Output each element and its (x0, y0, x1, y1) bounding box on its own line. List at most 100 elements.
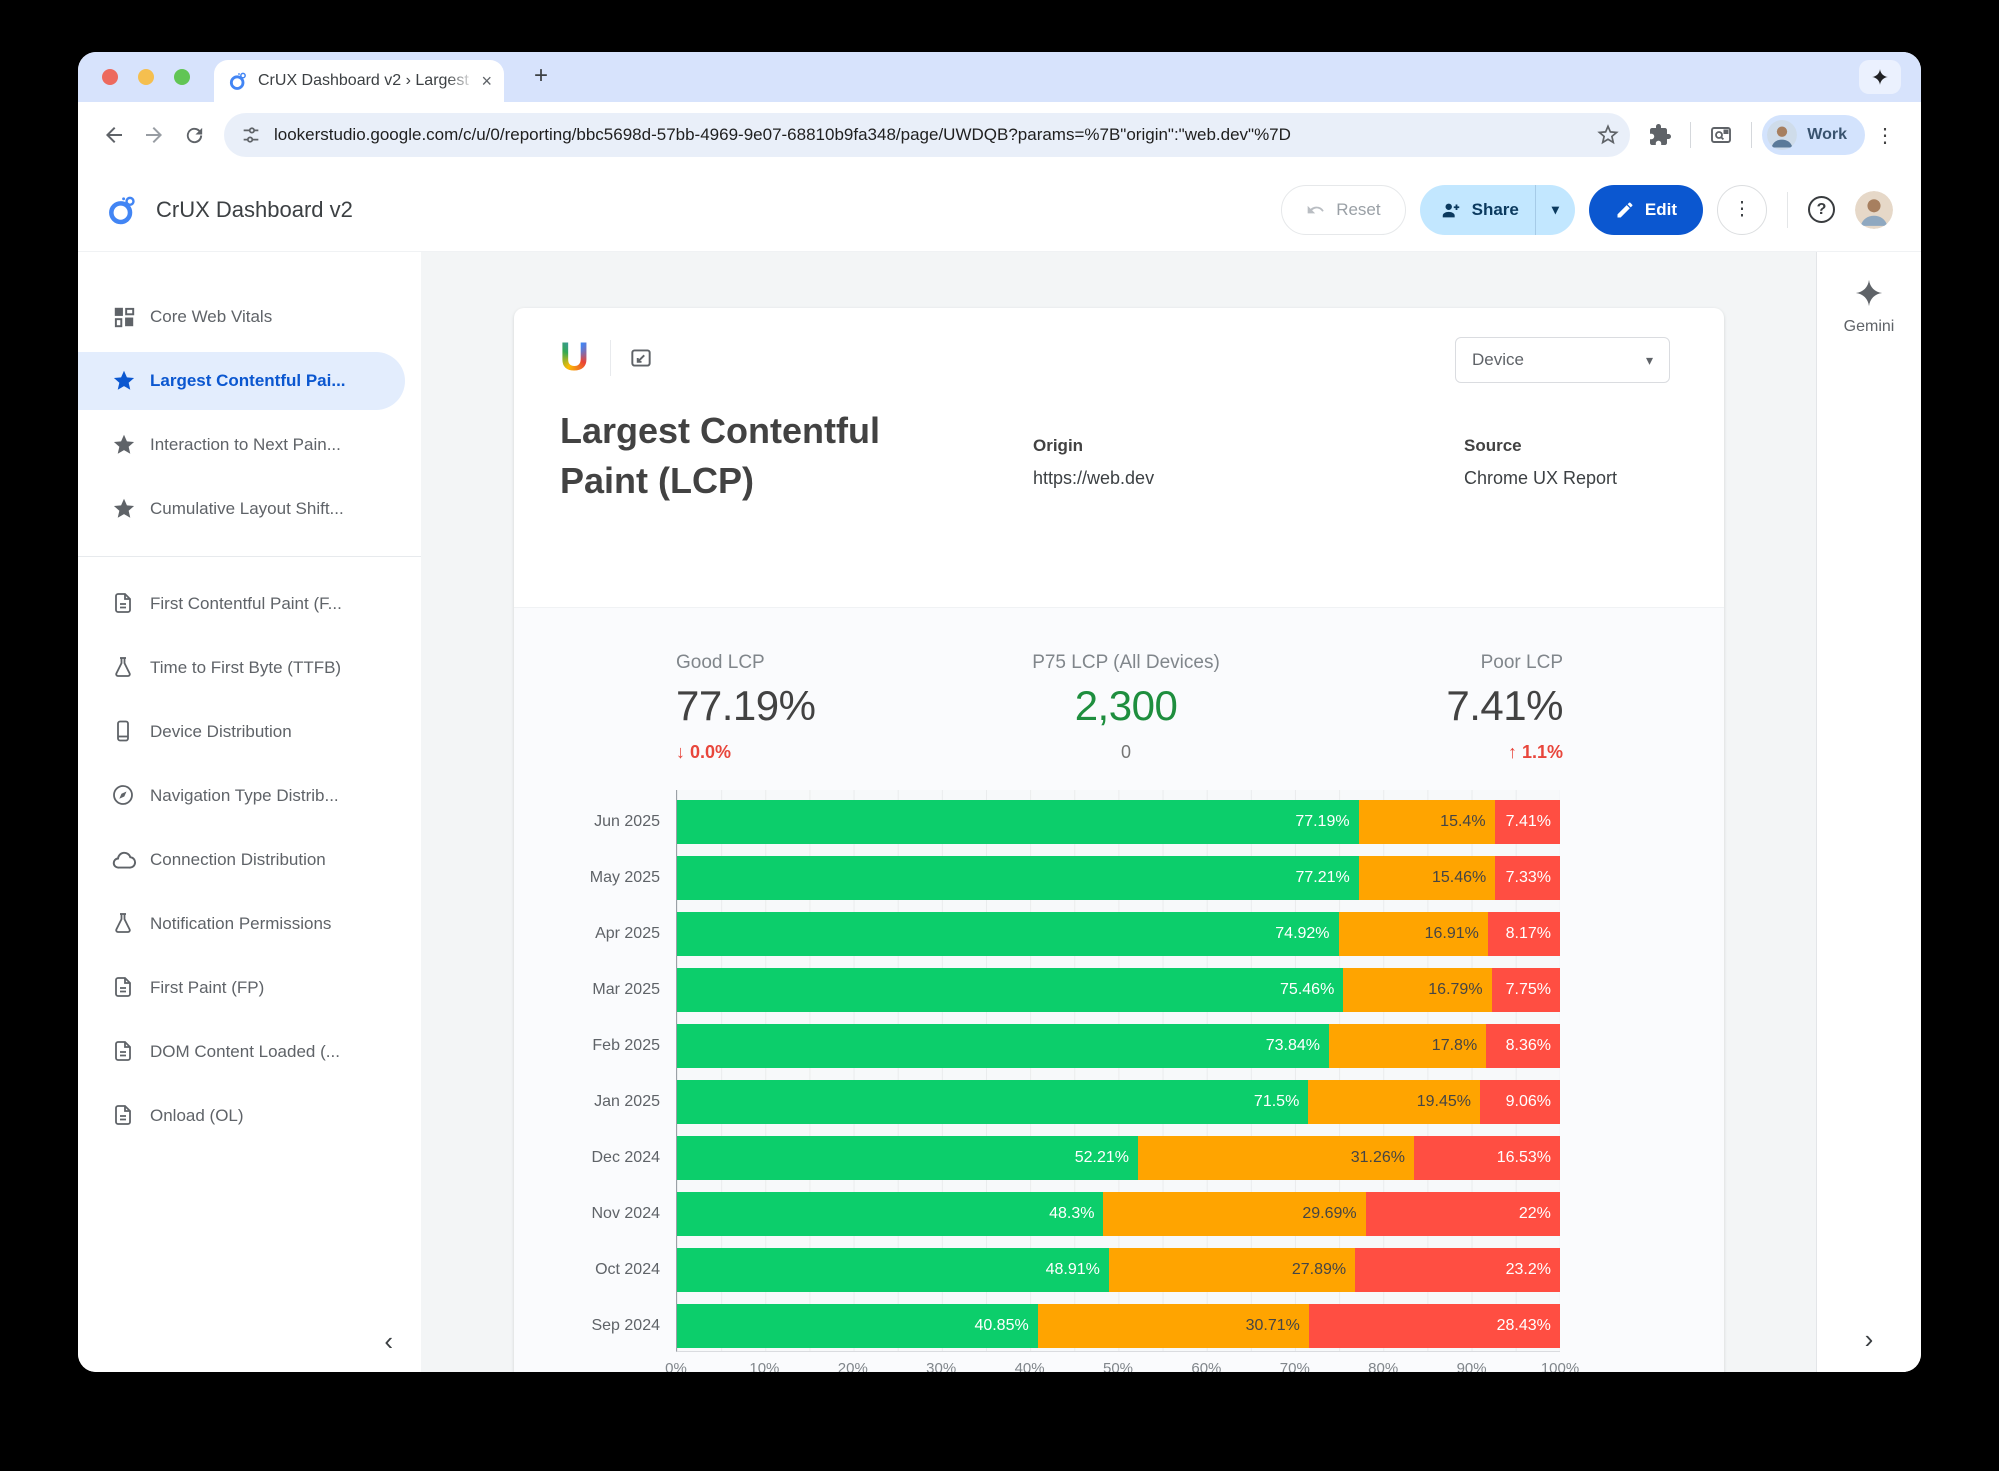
bar-segment-poor[interactable]: 7.33% (1495, 856, 1560, 900)
star-icon (111, 432, 137, 458)
header-separator (1787, 191, 1788, 228)
bar-value-label: 17.8% (1431, 1037, 1478, 1054)
sidebar-item-interaction-to-next-pain[interactable]: Interaction to Next Pain... (78, 413, 421, 477)
sidebar-collapse-button[interactable]: ‹ (384, 1326, 393, 1356)
forward-button[interactable] (134, 115, 174, 155)
url-text[interactable]: lookerstudio.google.com/c/u/0/reporting/… (274, 125, 1291, 144)
chart-category-label: Mar 2025 (592, 981, 660, 998)
bar-segment-poor[interactable]: 22% (1365, 1192, 1560, 1236)
sidebar-item-navigation-type-distrib[interactable]: Navigation Type Distrib... (78, 764, 421, 828)
sidebar-item-time-to-first-byte-ttfb[interactable]: Time to First Byte (TTFB) (78, 636, 421, 700)
url-bar[interactable]: lookerstudio.google.com/c/u/0/reporting/… (224, 113, 1631, 157)
bar-segment-needs-improvement[interactable]: 30.71% (1037, 1304, 1309, 1348)
bar-segment-good[interactable]: 48.3% (677, 1192, 1104, 1236)
bar-segment-needs-improvement[interactable]: 19.45% (1308, 1080, 1481, 1124)
bar-segment-poor[interactable]: 23.2% (1355, 1248, 1560, 1292)
traffic-light-minimize[interactable] (138, 69, 154, 85)
bar-segment-poor[interactable]: 28.43% (1308, 1304, 1560, 1348)
back-button[interactable] (94, 115, 134, 155)
new-tab-button[interactable]: + (533, 62, 548, 89)
flask-icon (111, 655, 137, 681)
bar-segment-poor[interactable]: 7.75% (1491, 968, 1560, 1012)
bar-segment-good[interactable]: 48.91% (677, 1248, 1109, 1292)
bar-segment-needs-improvement[interactable]: 29.69% (1103, 1192, 1366, 1236)
bar-segment-needs-improvement[interactable]: 15.46% (1358, 856, 1496, 900)
browser-menu-button[interactable]: ⋮ (1875, 124, 1895, 147)
pencil-icon (1617, 201, 1633, 217)
edit-label: Edit (1644, 199, 1677, 219)
side-panel-search-button[interactable] (1701, 115, 1741, 155)
main-area: Core Web Vitals Largest Contentful Pai...… (78, 252, 1921, 1372)
bar-segment-good[interactable]: 40.85% (677, 1304, 1038, 1348)
tab-title: CrUX Dashboard v2 › Largest (258, 72, 476, 90)
reset-button[interactable]: Reset (1281, 184, 1406, 235)
share-dropdown-caret[interactable]: ▾ (1551, 201, 1559, 217)
report-menu-button[interactable]: ⋮ (1717, 184, 1767, 235)
extensions-button[interactable] (1640, 115, 1680, 155)
gemini-label: Gemini (1843, 318, 1895, 335)
sidebar-item-connection-distribution[interactable]: Connection Distribution (78, 828, 421, 892)
bar-segment-needs-improvement[interactable]: 15.4% (1358, 800, 1495, 844)
bar-segment-poor[interactable]: 9.06% (1480, 1080, 1560, 1124)
scorecard-poor-lcp: Poor LCP 7.41% ↑ 1.1% (1446, 652, 1563, 763)
sidebar-item-first-contentful-paint-f[interactable]: First Contentful Paint (F... (78, 572, 421, 636)
sidebar-item-notification-permissions[interactable]: Notification Permissions (78, 892, 421, 956)
bar-value-label: 19.45% (1416, 1093, 1472, 1110)
page-nav-sidebar: Core Web Vitals Largest Contentful Pai...… (78, 252, 421, 1372)
bar-row-jan-2025: 71.5% 19.45% 9.06% (677, 1080, 1560, 1124)
gemini-panel-button[interactable]: Gemini (1817, 278, 1921, 336)
chart-category-label: Jan 2025 (594, 1093, 660, 1110)
gemini-toolbar-button[interactable] (1859, 60, 1901, 94)
bar-value-label: 30.71% (1245, 1317, 1300, 1334)
bar-segment-poor[interactable]: 8.36% (1486, 1024, 1560, 1068)
rail-expand-button[interactable]: › (1864, 1324, 1874, 1354)
expand-report-button[interactable] (628, 345, 654, 371)
sidebar-item-cumulative-layout-shift[interactable]: Cumulative Layout Shift... (78, 477, 421, 541)
x-axis-tick: 10% (749, 1360, 780, 1372)
traffic-light-close[interactable] (102, 69, 118, 85)
undo-icon (1307, 205, 1324, 213)
profile-chip[interactable]: Work (1762, 115, 1865, 155)
bar-segment-poor[interactable]: 7.41% (1494, 800, 1560, 844)
device-filter-dropdown[interactable]: Device ▾ (1455, 337, 1670, 383)
bar-segment-good[interactable]: 73.84% (677, 1024, 1329, 1068)
bar-segment-needs-improvement[interactable]: 17.8% (1329, 1024, 1487, 1068)
reload-button[interactable] (174, 115, 214, 155)
sidebar-item-label: Navigation Type Distrib... (150, 786, 339, 805)
gemini-rail: Gemini › (1816, 252, 1921, 1372)
share-button[interactable]: Share ▾ (1419, 184, 1575, 235)
sidebar-item-onload-ol[interactable]: Onload (OL) (78, 1084, 421, 1148)
sidebar-item-device-distribution[interactable]: Device Distribution (78, 700, 421, 764)
bar-segment-good[interactable]: 77.19% (677, 800, 1359, 844)
bookmark-star-icon[interactable] (1596, 123, 1620, 147)
bar-segment-needs-improvement[interactable]: 16.79% (1343, 968, 1492, 1012)
edit-button[interactable]: Edit (1588, 184, 1703, 235)
bar-segment-poor[interactable]: 16.53% (1414, 1136, 1560, 1180)
dropdown-caret-icon: ▾ (1645, 351, 1653, 368)
site-settings-icon[interactable] (240, 124, 262, 146)
chart-category-label: Apr 2025 (595, 925, 660, 942)
browser-tab[interactable]: CrUX Dashboard v2 › Largest × (214, 60, 504, 102)
bar-segment-needs-improvement[interactable]: 27.89% (1108, 1248, 1356, 1292)
sidebar-item-core-web-vitals[interactable]: Core Web Vitals (78, 285, 421, 349)
sidebar-item-largest-contentful-pai[interactable]: Largest Contentful Pai... (78, 349, 421, 413)
tab-close-icon[interactable]: × (481, 71, 492, 91)
bar-segment-needs-improvement[interactable]: 31.26% (1138, 1136, 1415, 1180)
sidebar-item-dom-content-loaded[interactable]: DOM Content Loaded (... (78, 1020, 421, 1084)
traffic-light-fullscreen[interactable] (174, 69, 190, 85)
source-label: Source (1464, 436, 1522, 455)
source-value: Chrome UX Report (1464, 468, 1618, 488)
account-avatar[interactable] (1855, 190, 1893, 229)
chart-category-label: Dec 2024 (591, 1149, 661, 1166)
bar-value-label: 8.36% (1505, 1037, 1551, 1054)
bar-segment-poor[interactable]: 8.17% (1487, 912, 1560, 956)
bar-segment-good[interactable]: 74.92% (677, 912, 1339, 956)
help-button[interactable]: ? (1808, 196, 1835, 223)
bar-segment-needs-improvement[interactable]: 16.91% (1338, 912, 1488, 956)
phone-icon (111, 719, 137, 745)
bar-segment-good[interactable]: 71.5% (677, 1080, 1309, 1124)
bar-segment-good[interactable]: 52.21% (677, 1136, 1138, 1180)
sidebar-item-first-paint-fp[interactable]: First Paint (FP) (78, 956, 421, 1020)
bar-segment-good[interactable]: 77.21% (677, 856, 1359, 900)
bar-segment-good[interactable]: 75.46% (677, 968, 1344, 1012)
